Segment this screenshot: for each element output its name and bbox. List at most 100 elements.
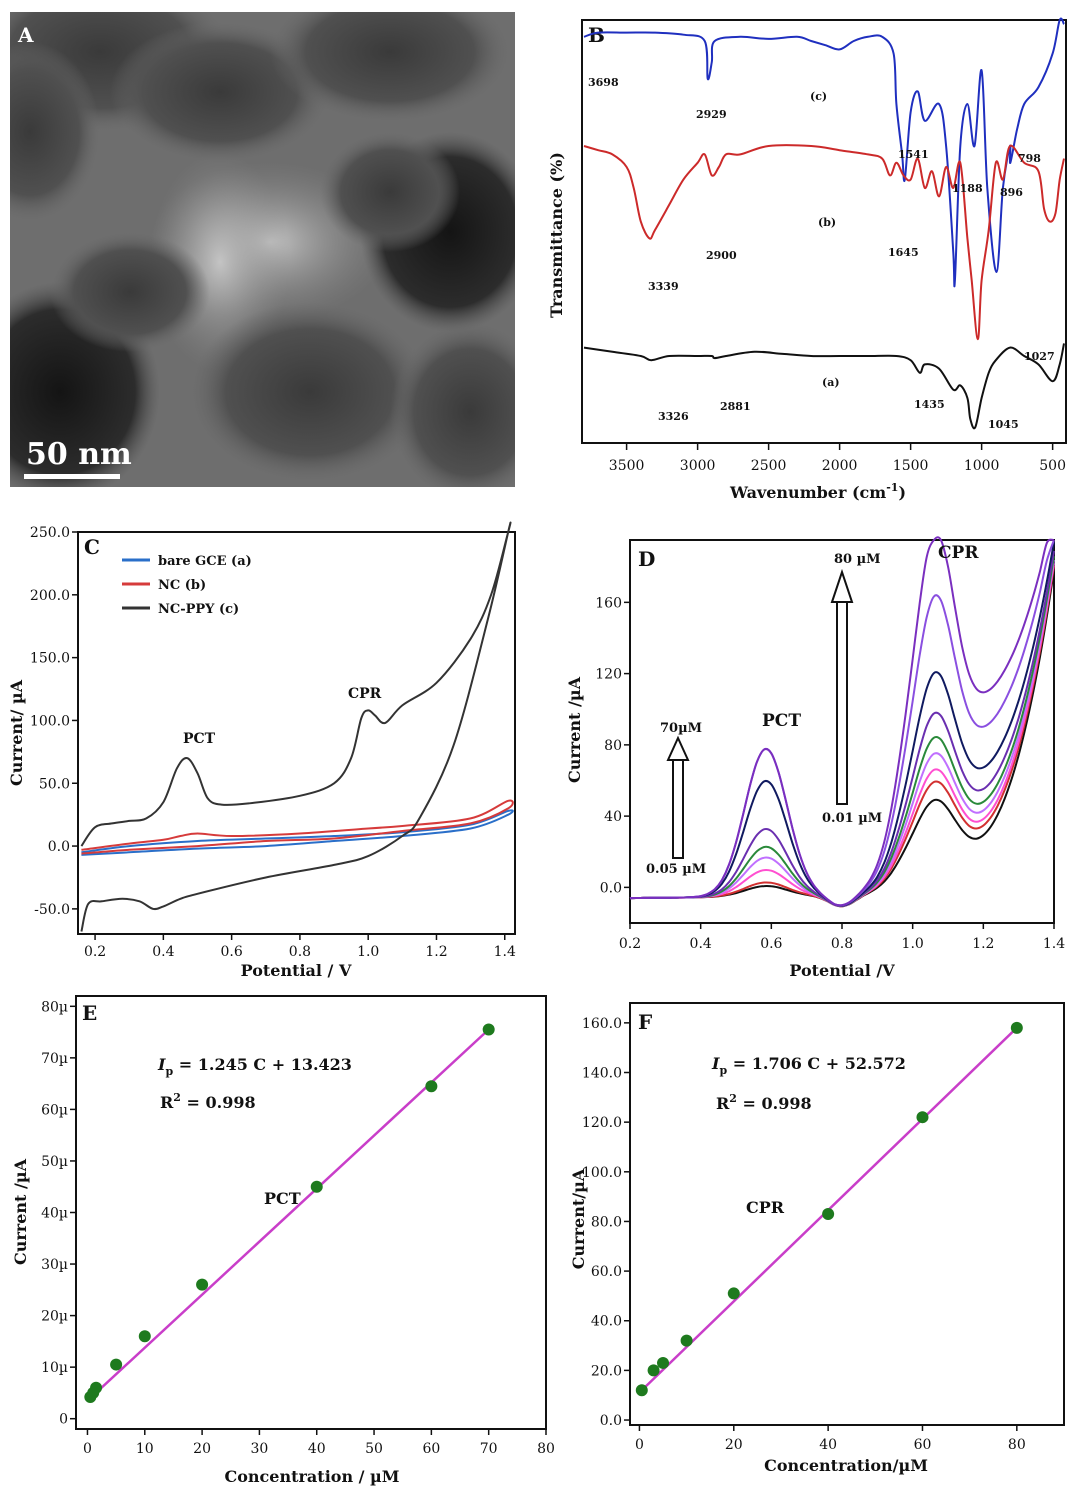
cpr-ylabel: Current/µA bbox=[569, 1168, 588, 1269]
cpr-ytick-label: 140.0 bbox=[582, 1066, 622, 1082]
pct-r2: R2 = 0.998 bbox=[160, 1091, 256, 1112]
cpr-r2: R2 = 0.998 bbox=[716, 1092, 812, 1113]
ann-1188: 1188 bbox=[952, 182, 983, 195]
legend-nc: NC (b) bbox=[158, 578, 206, 593]
cv-pct-label: PCT bbox=[183, 731, 216, 747]
pct-ytick-label: 80µ bbox=[41, 999, 68, 1015]
ftir-series-1 bbox=[583, 144, 1065, 341]
ftir-xlabel: Wavenumber (cm-1) bbox=[729, 481, 906, 502]
ann-896: 896 bbox=[1000, 186, 1023, 199]
cv-xlabel: Potential / V bbox=[241, 961, 352, 980]
dpv-xtick-label: 1.0 bbox=[902, 936, 924, 952]
pct-xtick-label: 10 bbox=[136, 1441, 154, 1457]
pct-ytick-label: 20µ bbox=[41, 1309, 68, 1325]
panel-b: B 3500 3000 2500 2000 1500 1000 500 3698 2929 … bbox=[540, 10, 1068, 510]
cv-xtick-label: 0.8 bbox=[289, 944, 311, 960]
dpv-cpr-label: CPR bbox=[938, 543, 979, 563]
dpv-arrow-pct bbox=[666, 735, 690, 859]
ftir-xtick-label: 3000 bbox=[680, 458, 716, 474]
legend-ncppy: NC-PPY (c) bbox=[158, 602, 239, 617]
cv-ytick-label: -50.0 bbox=[34, 902, 70, 918]
cpr-ytick-label: 40.0 bbox=[591, 1314, 622, 1330]
pct-fit-line bbox=[89, 1028, 490, 1399]
panel-d: D 0.2 0.4 0.6 0.8 1.0 1.2 1.4 0.0 40 80 120 160 PCT… bbox=[540, 530, 1068, 985]
cpr-data-point bbox=[822, 1208, 835, 1220]
label-a: (a) bbox=[822, 376, 840, 389]
cv-series-2 bbox=[80, 521, 512, 932]
pct-data-point bbox=[425, 1080, 438, 1093]
cpr-data-point bbox=[657, 1356, 670, 1369]
legend-bare: bare GCE (a) bbox=[158, 554, 252, 569]
cpr-label: CPR bbox=[746, 1198, 785, 1217]
ftir-series-0 bbox=[583, 17, 1065, 288]
ftir-xtick-label: 1500 bbox=[893, 458, 929, 474]
cv-ytick-label: 150.0 bbox=[30, 651, 70, 667]
panel-d-letter: D bbox=[638, 547, 655, 571]
cpr-xtick-label: 0 bbox=[635, 1437, 644, 1453]
cpr-ytick-label: 0.0 bbox=[600, 1413, 622, 1429]
cv-ytick-label: 250.0 bbox=[30, 525, 70, 541]
dpv-001um-label: 0.01 µM bbox=[822, 811, 882, 826]
pct-ytick-label: 10µ bbox=[41, 1360, 68, 1376]
cv-legend: bare GCE (a) NC (b) NC-PPY (c) bbox=[122, 554, 252, 617]
cv-xtick-label: 1.4 bbox=[494, 944, 516, 960]
cpr-ytick-label: 20.0 bbox=[591, 1363, 622, 1379]
cpr-ytick-label: 100.0 bbox=[582, 1165, 622, 1181]
ftir-xtick-label: 1000 bbox=[964, 458, 1000, 474]
panel-f: F 0 20 40 60 80 0.0 20.0 40.0 60.0 80.0 100.0 120.0… bbox=[560, 995, 1068, 1487]
ftir-xtick-label: 2000 bbox=[822, 458, 858, 474]
ann-2881: 2881 bbox=[720, 400, 751, 413]
dpv-xtick-label: 1.2 bbox=[972, 936, 994, 952]
ann-1435: 1435 bbox=[914, 398, 945, 411]
pct-data-point bbox=[482, 1023, 495, 1036]
cpr-ytick-label: 60.0 bbox=[591, 1264, 622, 1280]
cpr-calibration-chart: F 0 20 40 60 80 0.0 20.0 40.0 60.0 80.0 100.0 120.0… bbox=[569, 1002, 1065, 1475]
ann-3339: 3339 bbox=[648, 280, 679, 293]
pct-ytick-label: 0 bbox=[59, 1412, 68, 1428]
pct-ytick-label: 70µ bbox=[41, 1051, 68, 1067]
ann-3326: 3326 bbox=[658, 410, 689, 423]
cpr-xtick-label: 80 bbox=[1008, 1437, 1026, 1453]
dpv-xtick-label: 1.4 bbox=[1043, 936, 1065, 952]
dpv-ytick-label: 80 bbox=[604, 738, 622, 754]
pct-data-point bbox=[90, 1381, 103, 1394]
cpr-ytick-label: 80.0 bbox=[591, 1214, 622, 1230]
cv-ytick-label: 0.0 bbox=[48, 839, 70, 855]
dpv-xtick-label: 0.8 bbox=[831, 936, 853, 952]
cpr-data-point bbox=[1010, 1021, 1023, 1034]
dpv-xtick-label: 0.4 bbox=[690, 936, 712, 952]
pct-ytick-label: 30µ bbox=[41, 1257, 68, 1273]
label-c: (c) bbox=[810, 90, 827, 103]
panel-e-letter: E bbox=[82, 1001, 97, 1025]
ftir-xtick-label: 500 bbox=[1039, 458, 1066, 474]
ann-798: 798 bbox=[1018, 152, 1041, 165]
dpv-ytick-label: 0.0 bbox=[600, 880, 622, 896]
cpr-data-point bbox=[916, 1111, 929, 1124]
ann-1541: 1541 bbox=[898, 148, 929, 161]
cv-ylabel: Current/ µA bbox=[7, 679, 26, 786]
label-b: (b) bbox=[818, 216, 836, 229]
cv-ytick-label: 100.0 bbox=[30, 713, 70, 729]
pct-xtick-label: 0 bbox=[83, 1441, 92, 1457]
pct-ylabel: Current /µA bbox=[11, 1158, 30, 1265]
pct-data-point bbox=[196, 1278, 209, 1291]
pct-data-point bbox=[110, 1358, 123, 1371]
tem-image: A 50 nm bbox=[10, 12, 515, 487]
pct-equation: Ip = 1.245 C + 13.423 bbox=[157, 1055, 352, 1078]
pct-ytick-label: 40µ bbox=[41, 1206, 68, 1222]
ann-2929: 2929 bbox=[696, 108, 727, 121]
ftir-ylabel: Transmittance (%) bbox=[547, 152, 566, 318]
dpv-70um-label: 70µM bbox=[660, 721, 702, 736]
pct-xtick-label: 50 bbox=[365, 1441, 383, 1457]
cv-xtick-label: 1.2 bbox=[425, 944, 447, 960]
pct-xlabel: Concentration / µM bbox=[225, 1467, 400, 1486]
ftir-annotations: 3698 2929 (c) 1541 1188 896 798 3339 290… bbox=[588, 76, 1055, 431]
dpv-curve-8 bbox=[629, 536, 1055, 907]
ftir-chart: B 3500 3000 2500 2000 1500 1000 500 3698 2929 … bbox=[547, 17, 1067, 502]
cpr-xtick-label: 40 bbox=[819, 1437, 837, 1453]
pct-ytick-label: 60µ bbox=[41, 1102, 68, 1118]
cpr-frame bbox=[629, 1002, 1065, 1426]
panel-e: E 0 10 20 30 40 50 60 70 80 0 10µ 20µ 30µ 40µ 50µ 60µ 70… bbox=[0, 990, 560, 1487]
cv-series-1 bbox=[81, 799, 514, 855]
dpv-80um-label: 80 µM bbox=[834, 552, 881, 567]
